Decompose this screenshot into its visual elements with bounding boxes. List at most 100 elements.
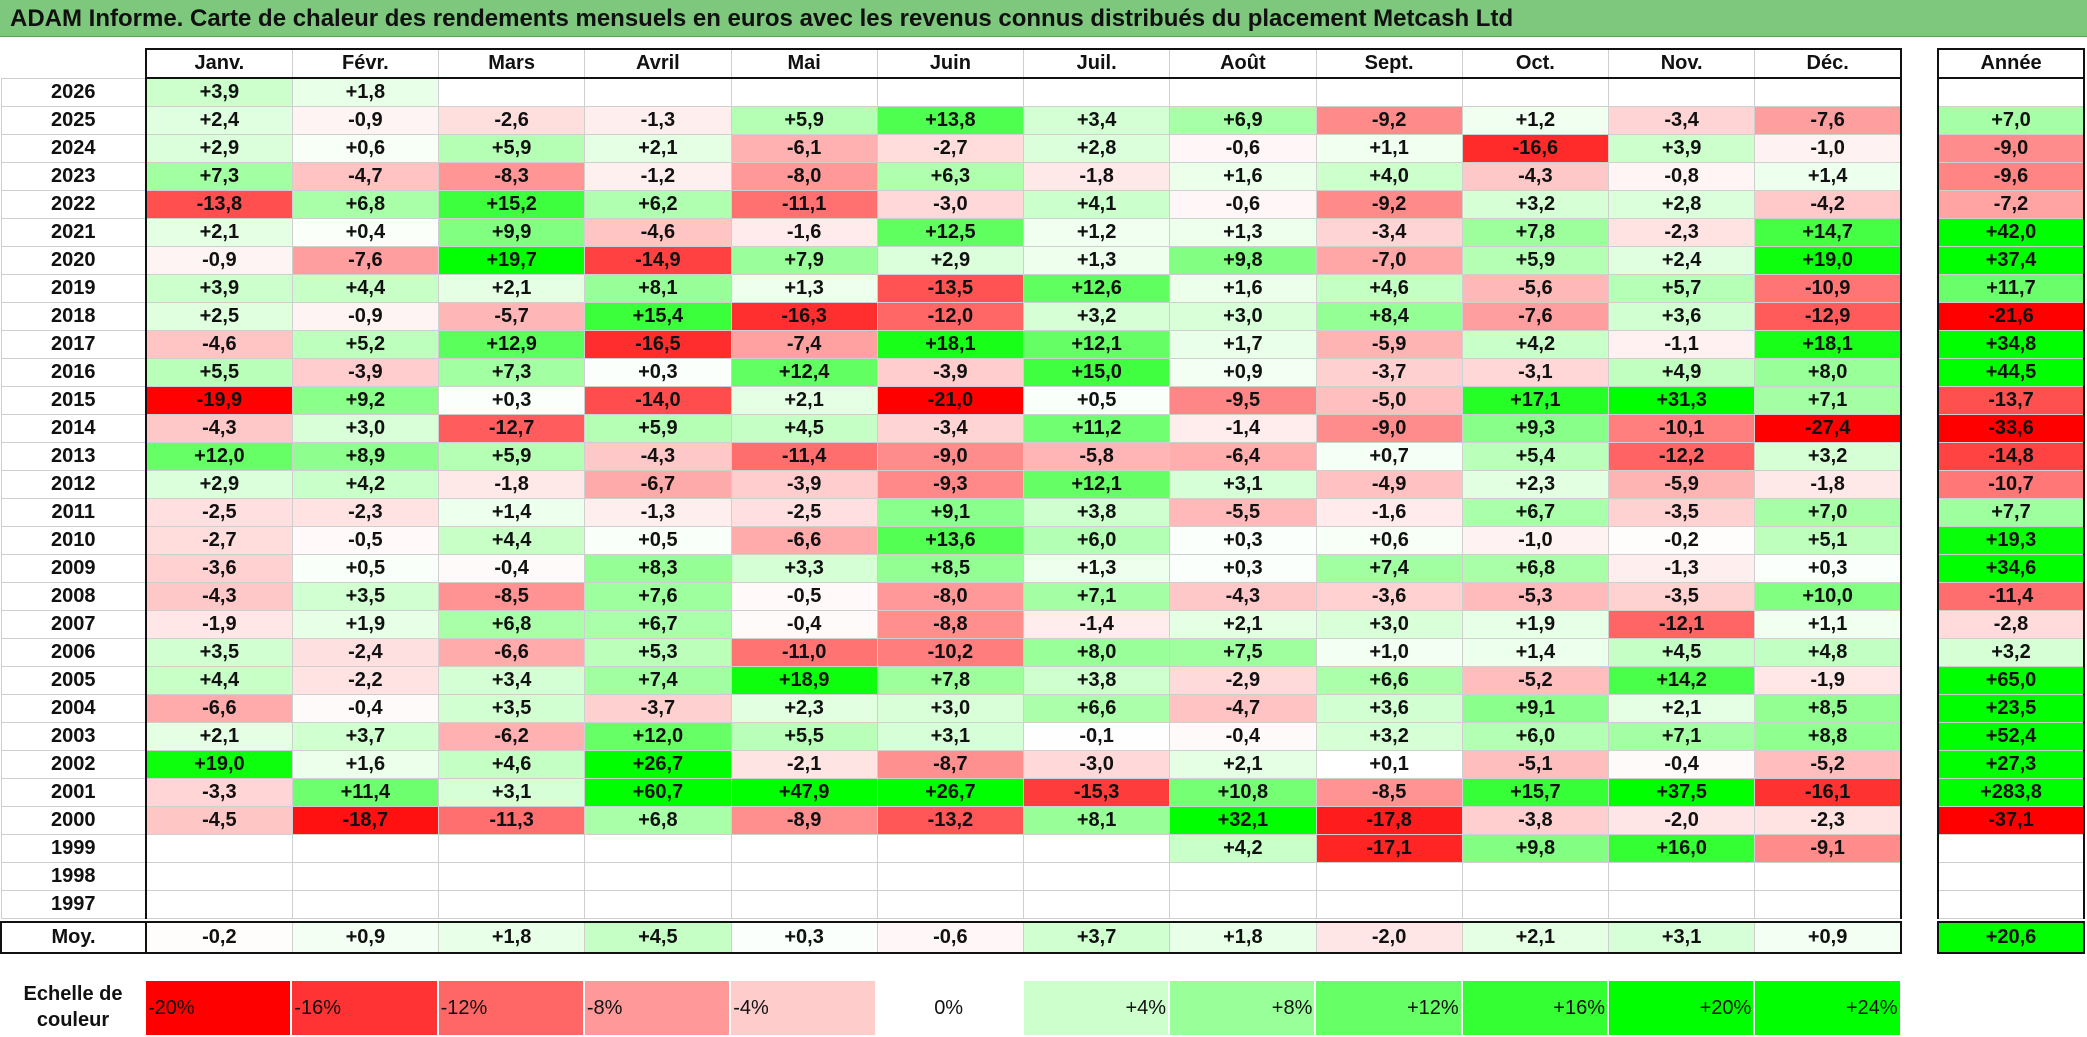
heatmap-cell: +18,1 bbox=[876, 330, 1025, 359]
heatmap-cell: +13,8 bbox=[876, 106, 1025, 135]
page-title: ADAM Informe. Carte de chaleur des rende… bbox=[10, 5, 1514, 32]
heatmap-cell: +9,2 bbox=[291, 386, 440, 415]
year-label: 2004 bbox=[0, 694, 147, 723]
heatmap-cell: +7,8 bbox=[1461, 218, 1610, 247]
annual-cell: +11,7 bbox=[1937, 274, 2085, 303]
heatmap-cell: -0,4 bbox=[1607, 750, 1756, 779]
heatmap-cell: -3,5 bbox=[1607, 498, 1756, 527]
heatmap-cell: +3,2 bbox=[1022, 302, 1171, 331]
heatmap-cell: -1,8 bbox=[1754, 470, 1903, 499]
annual-cell: +65,0 bbox=[1937, 666, 2085, 695]
heatmap-cell: +1,6 bbox=[1169, 162, 1317, 191]
heatmap-cell bbox=[1461, 77, 1610, 107]
heatmap-cell: +2,4 bbox=[144, 106, 293, 135]
year-label: 2019 bbox=[0, 274, 147, 303]
heatmap-cell: +18,1 bbox=[1754, 330, 1903, 359]
year-label: 2018 bbox=[0, 302, 147, 331]
heatmap-cell: -9,5 bbox=[1169, 386, 1317, 415]
color-scale-step: +16% bbox=[1462, 981, 1607, 1035]
heatmap-cell: -10,9 bbox=[1754, 274, 1903, 303]
heatmap-cell: -3,9 bbox=[730, 470, 878, 499]
heatmap-cell bbox=[1754, 890, 1903, 919]
heatmap-cell: +7,1 bbox=[1022, 582, 1171, 611]
year-row: 2026 +3,9 +1,8 bbox=[0, 77, 1903, 107]
heatmap-cell: -13,5 bbox=[876, 274, 1025, 303]
heatmap-cell: +1,3 bbox=[1169, 218, 1317, 247]
month-header: Sept. bbox=[1315, 48, 1463, 79]
heatmap-cell: +7,9 bbox=[730, 246, 878, 275]
heatmap-cell: -8,5 bbox=[437, 582, 586, 611]
heatmap-cell: +4,2 bbox=[1169, 834, 1317, 863]
heatmap-cell: +8,4 bbox=[1315, 302, 1463, 331]
annual-cell bbox=[1937, 77, 2085, 107]
year-label: 2016 bbox=[0, 358, 147, 387]
heatmap-cell: +5,5 bbox=[730, 722, 878, 751]
annual-cell bbox=[1937, 862, 2085, 891]
heatmap-cell: +5,2 bbox=[291, 330, 440, 359]
color-scale-step: +24% bbox=[1755, 981, 1900, 1035]
annual-cell: +34,6 bbox=[1937, 554, 2085, 583]
annual-cell: +27,3 bbox=[1937, 750, 2085, 779]
month-header: Avril bbox=[584, 48, 732, 79]
heatmap-cell: +2,9 bbox=[144, 470, 293, 499]
heatmap-cell: +5,9 bbox=[437, 442, 586, 471]
heatmap-cell: +13,6 bbox=[876, 526, 1025, 555]
month-header: Mai bbox=[730, 48, 878, 79]
heatmap-cell: +10,8 bbox=[1169, 778, 1317, 807]
average-row: Moy. -0,2 +0,9 +1,8 +4,5 +0,3 -0,6 +3,7 +1,8 -2,0… bbox=[0, 921, 1903, 954]
heatmap-cell: +3,4 bbox=[437, 666, 586, 695]
heatmap-cell: -2,3 bbox=[1607, 218, 1756, 247]
heatmap-cell: -12,1 bbox=[1607, 610, 1756, 639]
heatmap-cell: +4,4 bbox=[437, 526, 586, 555]
heatmap-cell: -3,4 bbox=[876, 414, 1025, 443]
heatmap-cell: +2,1 bbox=[1607, 694, 1756, 723]
heatmap-cell: -9,0 bbox=[1315, 414, 1463, 443]
heatmap-cell: -1,9 bbox=[144, 610, 293, 639]
heatmap-cell: +2,8 bbox=[1607, 190, 1756, 219]
heatmap-cell: +5,5 bbox=[144, 358, 293, 387]
year-row: 2024 +2,9 +0,6 +5,9 +2,1 -6,1 -2,7 +2,8 -0,6 +1,1… bbox=[0, 134, 1903, 163]
heatmap-cell: -0,2 bbox=[144, 921, 293, 954]
heatmap-cell: +1,3 bbox=[1022, 246, 1171, 275]
heatmap-cell: +2,5 bbox=[144, 302, 293, 331]
heatmap-cell bbox=[1754, 77, 1903, 107]
heatmap-cell: +7,5 bbox=[1169, 638, 1317, 667]
heatmap-cell: +8,8 bbox=[1754, 722, 1903, 751]
heatmap-cell: -3,7 bbox=[1315, 358, 1463, 387]
heatmap-cell: -4,3 bbox=[584, 442, 732, 471]
year-label: 2012 bbox=[0, 470, 147, 499]
annual-cell: +34,8 bbox=[1937, 330, 2085, 359]
heatmap-cell: -9,2 bbox=[1315, 106, 1463, 135]
heatmap-cell: +15,4 bbox=[584, 302, 732, 331]
heatmap-cell: -1,0 bbox=[1461, 526, 1610, 555]
year-row: 2007 -1,9 +1,9 +6,8 +6,7 -0,4 -8,8 -1,4 +2,1 +3,0… bbox=[0, 610, 1903, 639]
heatmap-cell: -11,4 bbox=[730, 442, 878, 471]
heatmap-cell: +3,6 bbox=[1315, 694, 1463, 723]
heatmap-cell: +3,1 bbox=[1607, 921, 1756, 954]
heatmap-cell: -0,9 bbox=[291, 302, 440, 331]
year-label: 2015 bbox=[0, 386, 147, 415]
heatmap-cell: +3,7 bbox=[1022, 921, 1171, 954]
heatmap-cell: +2,1 bbox=[437, 274, 586, 303]
heatmap-cell bbox=[437, 77, 586, 107]
heatmap-cell: +3,9 bbox=[144, 77, 293, 107]
year-label: 2001 bbox=[0, 778, 147, 807]
year-label: 1998 bbox=[0, 862, 147, 891]
heatmap-cell: -2,4 bbox=[291, 638, 440, 667]
heatmap-cell: +4,5 bbox=[730, 414, 878, 443]
heatmap-cell: -5,6 bbox=[1461, 274, 1610, 303]
heatmap-cell: -4,7 bbox=[1169, 694, 1317, 723]
heatmap-cell: -7,6 bbox=[1754, 106, 1903, 135]
heatmap-cell: +3,0 bbox=[1169, 302, 1317, 331]
year-row: 2003 +2,1 +3,7 -6,2 +12,0 +5,5 +3,1 -0,1 -0,4 +3,… bbox=[0, 722, 1903, 751]
heatmap-cell: -2,3 bbox=[291, 498, 440, 527]
heatmap-cell: +8,0 bbox=[1754, 358, 1903, 387]
year-label: 2005 bbox=[0, 666, 147, 695]
annual-cell: -21,6 bbox=[1937, 302, 2085, 331]
heatmap-cell bbox=[1022, 862, 1171, 891]
heatmap-cell: +8,3 bbox=[584, 554, 732, 583]
heatmap-cell: +12,1 bbox=[1022, 470, 1171, 499]
heatmap-cell: -18,7 bbox=[291, 806, 440, 835]
year-row: 2014 -4,3 +3,0 -12,7 +5,9 +4,5 -3,4 +11,2 -1,4 -9… bbox=[0, 414, 1903, 443]
heatmap-cell: +6,8 bbox=[437, 610, 586, 639]
